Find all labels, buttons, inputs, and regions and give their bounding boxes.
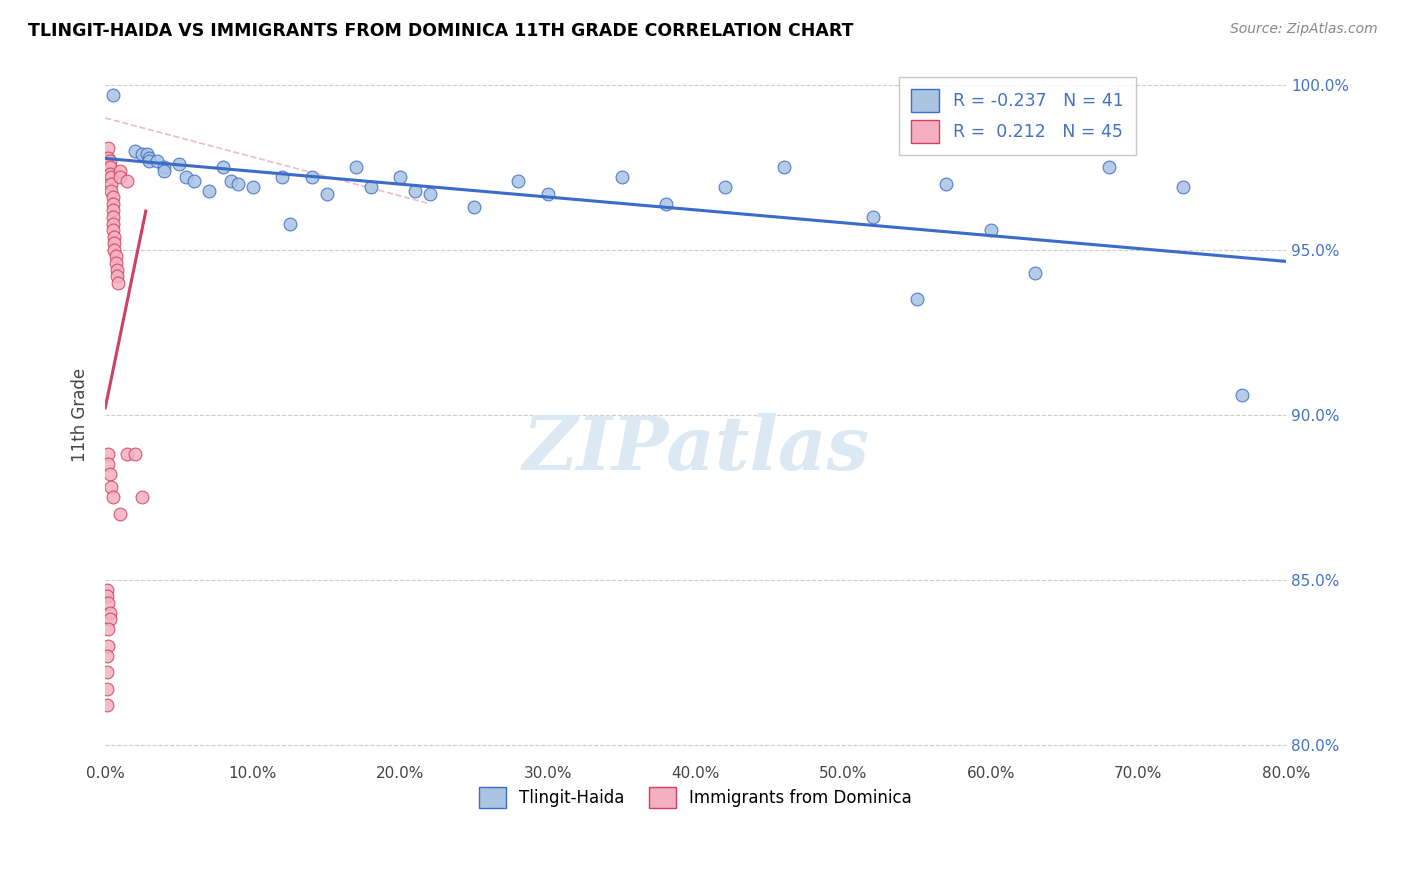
Point xyxy=(98,153,121,168)
Point xyxy=(97,447,120,461)
Point xyxy=(138,151,160,165)
Point xyxy=(905,293,928,307)
Point xyxy=(97,151,120,165)
Point xyxy=(105,269,128,284)
Y-axis label: 11th Grade: 11th Grade xyxy=(72,368,89,462)
Point xyxy=(135,147,157,161)
Point xyxy=(124,447,146,461)
Point xyxy=(301,170,323,185)
Point xyxy=(1024,266,1046,280)
Point xyxy=(389,170,412,185)
Point xyxy=(117,447,139,461)
Point xyxy=(980,223,1002,237)
Text: ZIPatlas: ZIPatlas xyxy=(522,413,869,485)
Point xyxy=(610,170,633,185)
Point xyxy=(463,200,485,214)
Point xyxy=(96,582,118,597)
Point xyxy=(107,276,129,290)
Point xyxy=(103,236,125,251)
Point xyxy=(212,161,235,175)
Point xyxy=(98,612,121,626)
Point xyxy=(153,161,176,175)
Point xyxy=(773,161,796,175)
Point xyxy=(360,180,382,194)
Point xyxy=(935,177,957,191)
Point xyxy=(100,170,122,185)
Point xyxy=(101,490,124,504)
Point xyxy=(404,184,426,198)
Point xyxy=(101,196,124,211)
Point xyxy=(508,174,530,188)
Point xyxy=(242,180,264,194)
Point xyxy=(97,141,120,155)
Point xyxy=(655,196,678,211)
Point xyxy=(146,153,169,168)
Point xyxy=(104,250,127,264)
Point xyxy=(167,157,190,171)
Point xyxy=(100,184,122,198)
Point xyxy=(101,87,124,102)
Point xyxy=(226,177,249,191)
Point xyxy=(105,262,128,277)
Point xyxy=(278,217,301,231)
Legend: Tlingit-Haida, Immigrants from Dominica: Tlingit-Haida, Immigrants from Dominica xyxy=(472,780,918,815)
Point xyxy=(96,648,118,663)
Point xyxy=(103,229,125,244)
Point xyxy=(101,190,124,204)
Point xyxy=(344,161,367,175)
Point xyxy=(117,174,139,188)
Point xyxy=(183,174,205,188)
Point xyxy=(219,174,242,188)
Point xyxy=(97,457,120,471)
Point xyxy=(315,186,337,201)
Point xyxy=(103,243,125,257)
Point xyxy=(98,606,121,620)
Point xyxy=(271,170,294,185)
Point xyxy=(176,170,198,185)
Point xyxy=(96,681,118,696)
Point xyxy=(101,223,124,237)
Point xyxy=(100,480,122,494)
Point xyxy=(1098,161,1121,175)
Point xyxy=(96,589,118,603)
Point xyxy=(1230,388,1253,402)
Point xyxy=(108,170,131,185)
Text: Source: ZipAtlas.com: Source: ZipAtlas.com xyxy=(1230,22,1378,37)
Point xyxy=(101,203,124,218)
Point xyxy=(96,665,118,679)
Point xyxy=(98,167,121,181)
Point xyxy=(124,144,146,158)
Point xyxy=(153,163,176,178)
Text: TLINGIT-HAIDA VS IMMIGRANTS FROM DOMINICA 11TH GRADE CORRELATION CHART: TLINGIT-HAIDA VS IMMIGRANTS FROM DOMINIC… xyxy=(28,22,853,40)
Point xyxy=(197,184,219,198)
Point xyxy=(101,210,124,224)
Point xyxy=(714,180,737,194)
Point xyxy=(96,698,118,712)
Point xyxy=(862,210,884,224)
Point xyxy=(98,161,121,175)
Point xyxy=(1171,180,1194,194)
Point xyxy=(537,186,560,201)
Point xyxy=(97,639,120,653)
Point xyxy=(100,177,122,191)
Point xyxy=(108,507,131,521)
Point xyxy=(138,153,160,168)
Point xyxy=(131,490,153,504)
Point xyxy=(98,467,121,482)
Point xyxy=(101,217,124,231)
Point xyxy=(108,163,131,178)
Point xyxy=(131,147,153,161)
Point xyxy=(419,186,441,201)
Point xyxy=(104,256,127,270)
Point xyxy=(97,596,120,610)
Point xyxy=(97,622,120,636)
